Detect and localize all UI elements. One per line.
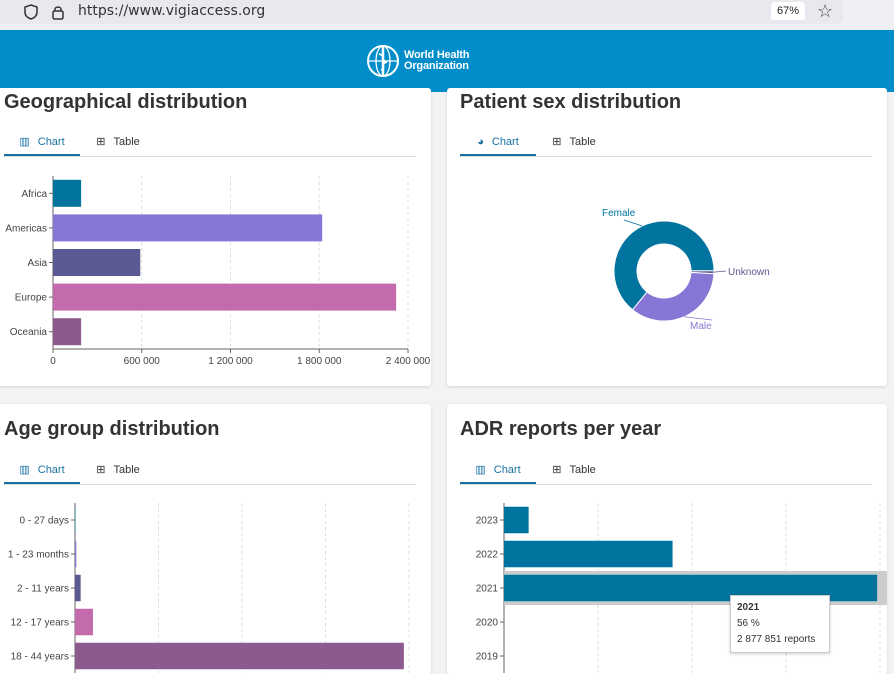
bar-chart-icon: ▥ — [19, 136, 30, 148]
sex-donut-chart: Female Male Unknown — [602, 208, 770, 332]
adr-reports-per-year-card: ADR reports per year ▥ Chart ⊞ Table 2023 2… — [447, 404, 887, 674]
view-tabs: ◕ Chart ⊞ Table — [460, 128, 872, 157]
view-tabs: ▥ Chart ⊞ Table — [4, 456, 416, 485]
category-label: 0 - 27 days — [20, 516, 69, 527]
bar-12---17-years — [75, 608, 93, 636]
table-icon: ⊞ — [552, 136, 562, 148]
category-label: 2020 — [476, 618, 499, 629]
tab-chart[interactable]: ▥ Chart — [460, 456, 536, 484]
x-tick-label: 0 — [50, 356, 56, 367]
table-icon: ⊞ — [96, 464, 106, 476]
pie-chart-icon: ◕ — [477, 136, 484, 148]
tab-table[interactable]: ⊞ Table — [536, 128, 612, 156]
category-label: Asia — [28, 258, 48, 269]
category-label: 2023 — [476, 516, 499, 527]
bar-0---27-days — [75, 506, 76, 534]
category-label: Europe — [15, 293, 48, 304]
category-label: 12 - 17 years — [11, 618, 69, 629]
category-label: 2 - 11 years — [17, 584, 69, 595]
tooltip-reports: 2 877 851 reports — [737, 634, 816, 645]
tab-table[interactable]: ⊞ Table — [80, 456, 156, 484]
category-label: Americas — [5, 223, 47, 234]
bar-chart-icon: ▥ — [475, 464, 486, 476]
view-tabs: ▥ Chart ⊞ Table — [4, 128, 416, 157]
tab-chart[interactable]: ▥ Chart — [4, 456, 80, 484]
category-label: Oceania — [10, 327, 48, 338]
x-tick-label: 1 800 000 — [297, 356, 342, 367]
bar-1---23-months — [75, 540, 77, 568]
x-tick-label: 600 000 — [124, 356, 161, 367]
shield-icon[interactable] — [24, 4, 38, 25]
category-label: 2022 — [476, 550, 499, 561]
who-emblem-icon — [367, 45, 399, 77]
browser-toolbar: https://www.vigiaccess.org 67% ☆ — [0, 0, 894, 30]
age-group-distribution-card: Age group distribution ▥ Chart ⊞ Table 0 -… — [0, 404, 431, 674]
address-bar[interactable]: https://www.vigiaccess.org 67% ☆ — [0, 0, 843, 24]
card-title: Age group distribution — [4, 418, 220, 440]
geographical-distribution-card: Geographical distribution ▥ Chart ⊞ Table … — [0, 88, 431, 386]
tooltip-percent: 56 % — [737, 618, 760, 629]
who-logo-text: World Health Organization — [404, 49, 470, 72]
patient-sex-distribution-card: Patient sex distribution ◕ Chart ⊞ Table F… — [447, 88, 887, 386]
chart-tooltip: 2021 56 % 2 877 851 reports — [730, 595, 830, 653]
bar-2023 — [504, 506, 529, 534]
leader-line — [684, 316, 713, 321]
x-tick-label: 2 400 000 — [386, 356, 431, 367]
leader-line — [713, 270, 727, 273]
slice-label: Male — [690, 321, 712, 332]
category-label: 18 - 44 years — [11, 652, 69, 663]
zoom-level-badge[interactable]: 67% — [771, 2, 805, 20]
bar-chart-icon: ▥ — [19, 464, 30, 476]
tab-table[interactable]: ⊞ Table — [536, 456, 612, 484]
bar-2022 — [504, 540, 673, 568]
bar-oceania — [53, 318, 82, 346]
url-text[interactable]: https://www.vigiaccess.org — [78, 3, 266, 19]
geo-bar-chart: Africa Americas Asia Europe Oceania 0 600 000 1… — [5, 176, 431, 367]
category-label: 1 - 23 months — [8, 550, 69, 561]
x-tick-label: 1 200 000 — [208, 356, 253, 367]
site-header: World Health Organization — [0, 30, 894, 92]
bar-2---11-years — [75, 574, 81, 602]
bar-africa — [53, 179, 82, 207]
bar-europe — [53, 283, 397, 311]
tab-table[interactable]: ⊞ Table — [80, 128, 156, 156]
category-label: 2021 — [476, 584, 499, 595]
bar-americas — [53, 214, 323, 242]
bookmark-star-icon[interactable]: ☆ — [817, 1, 834, 21]
lock-icon[interactable] — [51, 4, 65, 25]
slice-male — [631, 271, 715, 322]
table-icon: ⊞ — [96, 136, 106, 148]
card-title: Patient sex distribution — [460, 91, 682, 113]
card-title: ADR reports per year — [460, 418, 662, 440]
table-icon: ⊞ — [552, 464, 562, 476]
category-label: 2019 — [476, 652, 499, 663]
tab-chart[interactable]: ▥ Chart — [4, 128, 80, 156]
age-bar-chart: 0 - 27 days 1 - 23 months 2 - 11 years 12 -… — [8, 503, 410, 673]
leader-line — [623, 219, 643, 227]
bar-18---44-years — [75, 642, 404, 670]
tab-chart[interactable]: ◕ Chart — [460, 128, 536, 156]
view-tabs: ▥ Chart ⊞ Table — [460, 456, 872, 485]
tooltip-year: 2021 — [737, 602, 760, 613]
slice-female — [613, 220, 715, 311]
slice-label: Unknown — [728, 267, 770, 278]
category-label: Africa — [21, 189, 47, 200]
card-title: Geographical distribution — [4, 91, 248, 113]
bar-asia — [53, 249, 141, 276]
slice-label: Female — [602, 208, 636, 219]
